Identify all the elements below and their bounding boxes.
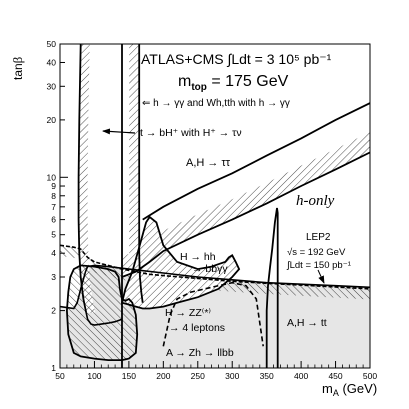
x-tick-label: 450 — [328, 371, 342, 381]
plot-frame — [59, 43, 371, 369]
x-tick-label: 300 — [225, 371, 239, 381]
arrow-tbh — [102, 128, 136, 135]
x-axis-title: mA (GeV) — [322, 381, 377, 398]
x-tick-label: 350 — [260, 371, 274, 381]
y-tick-label: 2 — [51, 306, 56, 316]
x-tick-label: 500 — [363, 371, 377, 381]
y-tick-label: 40 — [47, 57, 57, 67]
y-tick-label: 30 — [47, 81, 57, 91]
annotation-zh: A → Zh → llbb — [166, 347, 234, 359]
annotation-h-gamma: ⇐ h → γγ and Wh,tth with h → γγ — [142, 98, 290, 109]
line-tt-left — [265, 207, 279, 368]
chart-title: ATLAS+CMS ∫Ldt = 3 10⁵ pb⁻¹ — [141, 51, 332, 67]
annotation-hh-2: → bbγγ — [192, 263, 228, 275]
line-hh-region — [120, 215, 241, 310]
annotation-tbh: t → bH⁺ with H⁺ → τν — [140, 127, 242, 139]
annotation-lep2-lumi: ∫Ldt = 150 pb⁻¹ — [286, 260, 351, 271]
line-tautau-upper — [142, 102, 370, 221]
x-tick-label: 100 — [87, 371, 101, 381]
y-tick-label: 9 — [51, 181, 56, 191]
hh-region-fill — [122, 216, 240, 309]
annotation-zz-2: → 4 leptons — [169, 322, 225, 334]
line-tbh-left — [77, 44, 88, 313]
line-left-region — [65, 264, 139, 361]
y-tick-label: 50 — [47, 39, 57, 49]
lep2-hatch-band — [60, 245, 370, 300]
annotation-h-only: h-only — [296, 193, 335, 209]
h-gamma-hatch-band — [129, 44, 143, 303]
line-tbh-upper-limit — [85, 312, 123, 326]
line-tautau-lower — [121, 151, 370, 278]
y-tick-label: 5 — [51, 230, 56, 240]
annotation-tautau: A,H → ττ — [186, 157, 231, 169]
annotation-hh-1: H → hh — [180, 251, 216, 263]
y-tick-label: 4 — [51, 248, 56, 258]
x-tick-label: 250 — [191, 371, 205, 381]
annotation-lep2-sqrt: √s = 192 GeV — [287, 247, 346, 258]
y-axis-title: tanβ — [10, 56, 25, 80]
x-tick-label: 150 — [122, 371, 136, 381]
annotation-lep2: LEP2 — [306, 232, 331, 243]
line-h-gamma-right — [138, 44, 144, 303]
y-tick-label: 20 — [47, 115, 57, 125]
y-tick-label: 10 — [47, 172, 57, 182]
line-zz-dashed — [162, 281, 264, 347]
x-tick-label: 400 — [294, 371, 308, 381]
x-tick-label: 50 — [55, 371, 65, 381]
curves-layer — [60, 44, 370, 368]
y-tick-label: 6 — [51, 215, 56, 225]
y-tick-label: 8 — [51, 191, 56, 201]
annotation-tt: A,H → tt — [287, 317, 327, 329]
x-tick-label: 200 — [156, 371, 170, 381]
annotation-zz-1: H → ZZ⁽*⁾ — [165, 307, 211, 319]
arrow-lep2 — [317, 269, 325, 284]
y-tick-label: 7 — [51, 202, 56, 212]
y-tick-label: 1 — [51, 363, 56, 373]
tbh-hatch-band — [78, 44, 96, 313]
chart-subtitle: mtop = 175 GeV — [178, 73, 289, 93]
y-tick-label: 3 — [51, 272, 56, 282]
x-axis: 50 100 150 200 250 300 350 400 450 500 — [55, 361, 377, 381]
